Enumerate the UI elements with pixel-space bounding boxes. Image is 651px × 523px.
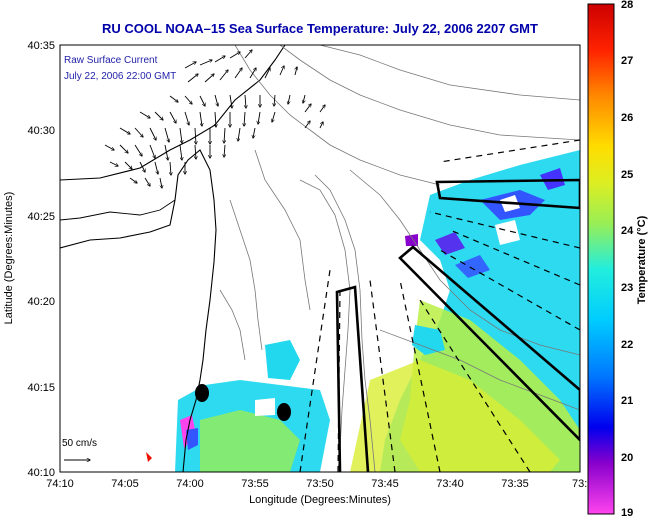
- x-tick-label: 74:10: [46, 478, 74, 490]
- colorbar-tick-label: 25: [621, 169, 633, 181]
- y-axis-label: Latitude (Degrees:Minutes): [3, 192, 15, 325]
- colorbar-ticks: 28 27 26 25 24 23 22 21 20 19: [621, 0, 634, 519]
- colorbar-label: Temperature (°C): [636, 215, 648, 304]
- x-tick-label: 73:45: [371, 478, 399, 490]
- colorbar-tick-label: 26: [621, 112, 633, 124]
- map-frame: [59, 44, 581, 473]
- y-tick-label: 40:20: [27, 296, 55, 308]
- station-marker: [195, 384, 209, 402]
- x-tick-label: 73:55: [241, 478, 269, 490]
- map-area: [60, 45, 580, 472]
- colorbar-tick-label: 19: [621, 507, 633, 518]
- scale-label: 50 cm/s: [62, 438, 97, 449]
- figure-title: RU COOL NOAA–15 Sea Surface Temperature:…: [102, 21, 538, 36]
- y-tick-label: 40:15: [27, 382, 55, 394]
- y-axis: 40:35 40:30 40:25 40:20 40:15 40:10: [27, 40, 55, 479]
- bathymetry-contours: [219, 45, 580, 472]
- colorbar-tick-label: 21: [621, 395, 633, 407]
- colorbar: [587, 3, 615, 515]
- colorbar-tick-label: 27: [621, 55, 633, 67]
- x-tick-label: 74:05: [111, 478, 139, 490]
- colorbar-tick-label: 24: [621, 225, 634, 237]
- colorbar-tick-label: 22: [621, 339, 633, 351]
- colorbar-tick-label: 20: [621, 452, 633, 464]
- colorbar-tick-label: 28: [621, 0, 633, 11]
- current-vectors: [104, 50, 325, 188]
- y-tick-label: 40:10: [27, 467, 55, 479]
- current-label-line1: Raw Surface Current: [64, 55, 158, 66]
- current-label-line2: July 22, 2006 22:00 GMT: [64, 71, 176, 82]
- x-axis-label: Longitude (Degrees:Minutes): [249, 494, 391, 506]
- x-tick-label: 73:50: [306, 478, 334, 490]
- y-tick-label: 40:30: [27, 125, 55, 137]
- x-tick-label: 74:00: [176, 478, 204, 490]
- colorbar-tick-label: 23: [621, 282, 633, 294]
- y-tick-label: 40:35: [27, 40, 55, 52]
- x-axis: 74:10 74:05 74:00 73:55 73:50 73:45 73:4…: [46, 478, 593, 490]
- x-tick-label: 73:40: [436, 478, 464, 490]
- y-tick-label: 40:25: [27, 211, 55, 223]
- region-outlines: [335, 178, 580, 472]
- station-marker: [277, 403, 291, 421]
- x-tick-label: 73:35: [501, 478, 529, 490]
